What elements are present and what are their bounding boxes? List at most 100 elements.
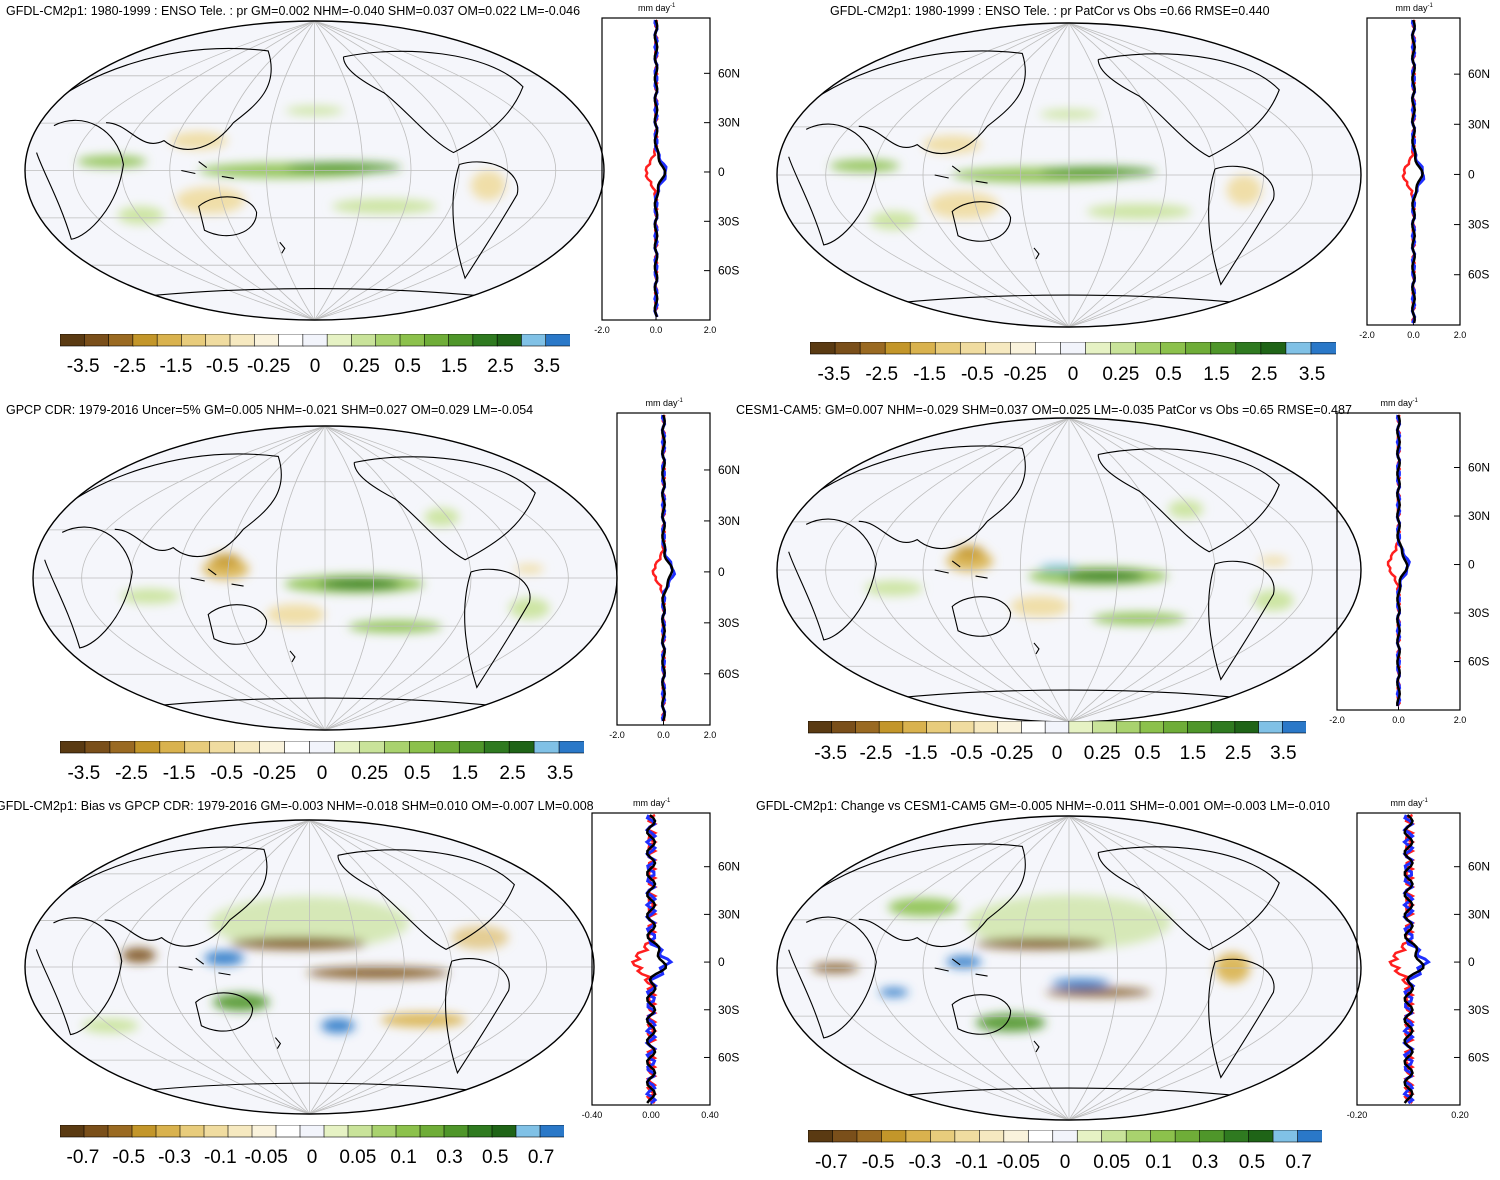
colorbar-swatch — [131, 1125, 157, 1138]
colorbar-swatch — [359, 741, 386, 754]
colorbar-swatch — [1185, 342, 1212, 355]
lat-label: 30N — [1468, 117, 1490, 131]
colorbar-tick-label: -3.5 — [814, 743, 847, 764]
anomaly-field — [380, 1012, 466, 1028]
colorbar-swatch — [1281, 721, 1306, 734]
colorbar-swatch — [881, 1130, 907, 1143]
unit-label: mm day — [633, 798, 666, 808]
colorbar-swatch — [1272, 1130, 1299, 1143]
anomaly-field — [285, 162, 402, 173]
colorbar-tick-label: -0.5 — [210, 763, 244, 784]
colorbar-swatch — [954, 1130, 981, 1143]
colorbar-tick-label: 1.5 — [451, 763, 479, 784]
colorbar-tick-label: 0 — [1067, 364, 1079, 385]
anomaly-field — [319, 578, 401, 590]
anomaly-field — [1010, 595, 1069, 618]
colorbar-tick-label: -3.5 — [67, 763, 101, 784]
colorbar-tick-label: -0.5 — [950, 743, 983, 764]
colorbar-swatch — [1027, 1130, 1054, 1143]
colorbar-swatch — [205, 334, 231, 347]
zonal-mean-profile: mm day -1 60N 30N 0 30S 60S -2.0 0.0 2.0 — [1359, 3, 1490, 340]
lat-label: 0 — [1468, 955, 1475, 969]
colorbar-swatch — [448, 334, 474, 347]
colorbar-tick-label: 0.25 — [351, 763, 389, 784]
colorbar-swatch — [399, 334, 426, 347]
colorbar-tick-label: 2.5 — [1251, 364, 1278, 385]
colorbar-swatch — [1085, 342, 1112, 355]
profile-xtick-label: -2.0 — [1359, 330, 1375, 340]
colorbar-swatch — [926, 721, 952, 734]
anomaly-field — [1045, 987, 1151, 997]
colorbar-swatch — [109, 741, 136, 754]
colorbar-swatch — [1248, 1130, 1274, 1143]
colorbar-tick-label: 0.05 — [1093, 1152, 1131, 1173]
colorbar-swatch — [545, 334, 570, 347]
colorbar-swatch — [1297, 1130, 1322, 1143]
anomaly-field — [204, 950, 245, 966]
lat-label: 60S — [718, 667, 739, 681]
profile-curve — [645, 814, 668, 1104]
profile-curve — [1411, 19, 1424, 324]
zonal-mean-profile: mm day -1 60N 30N 0 30S 60S -2.0 0.0 2.0 — [1329, 398, 1490, 725]
colorbar-strip — [60, 334, 570, 347]
colorbar-tick-label: -2.5 — [113, 356, 146, 377]
panel-4: CESM1-CAM5: GM=0.007 NHM=-0.029 SHM=0.03… — [736, 395, 1500, 785]
colorbar-swatch — [1115, 721, 1141, 734]
map-outline — [24, 20, 605, 321]
lat-label: 30S — [1468, 218, 1489, 232]
colorbar-tick-label: 0.5 — [1134, 743, 1161, 764]
anomaly-field — [266, 603, 325, 626]
colorbar-swatch — [371, 1125, 397, 1138]
colorbar-swatch — [60, 334, 86, 347]
colorbar: -3.5 -2.5 -1.5 -0.5 -0.25 0 0.25 0.5 1.5 2.5 3.5 — [60, 741, 584, 791]
anomaly-field — [229, 937, 367, 950]
unit-exponent: -1 — [1423, 798, 1429, 804]
anomaly-field — [514, 564, 544, 574]
colorbar-tick-label: -0.25 — [246, 356, 291, 377]
colorbar-tick-label: -0.5 — [861, 1152, 895, 1173]
colorbar-ticks: -3.5 -2.5 -1.5 -0.5 -0.25 0 0.25 0.5 1.5 2.5 3.5 — [810, 364, 1336, 388]
lat-label: 60S — [1468, 655, 1489, 669]
lat-label: 60S — [718, 264, 739, 278]
colorbar-tick-label: -0.3 — [908, 1152, 942, 1173]
colorbar-tick-label: 2.5 — [487, 356, 514, 377]
colorbar-swatch — [1199, 1130, 1225, 1143]
colorbar-swatch — [323, 1125, 349, 1138]
colorbar-tick-label: -0.1 — [955, 1152, 988, 1173]
anomaly-field — [211, 553, 241, 566]
colorbar-tick-label: -0.5 — [205, 356, 239, 377]
colorbar-swatch — [134, 741, 161, 754]
colorbar-swatch — [1163, 721, 1189, 734]
colorbar-swatch — [275, 1125, 301, 1138]
profile-xtick-label: 2.0 — [704, 325, 717, 335]
colorbar-swatch — [259, 741, 286, 754]
anomaly-field — [946, 550, 994, 572]
unit-exponent: -1 — [665, 798, 671, 804]
profile-xtick-label: -0.40 — [582, 1110, 603, 1120]
colorbar-tick-label: 3.5 — [546, 763, 574, 784]
profile-curve — [1402, 814, 1431, 1105]
colorbar-ticks: -3.5 -2.5 -1.5 -0.5 -0.25 0 0.25 0.5 1.5 2.5 3.5 — [60, 356, 570, 380]
lat-label: 0 — [718, 165, 725, 179]
anomaly-field — [117, 206, 164, 225]
colorbar-tick-label: 1.5 — [1203, 364, 1230, 385]
colorbar-swatch — [184, 741, 211, 754]
zonal-mean-profile: mm day -1 60N 30N 0 30S 60S -0.20 0.20 — [1347, 798, 1490, 1120]
colorbar-swatch — [834, 342, 861, 355]
colorbar-swatch — [831, 721, 857, 734]
colorbar-swatch — [375, 334, 401, 347]
profile-xtick-label: -0.20 — [1347, 1110, 1368, 1120]
colorbar: -3.5 -2.5 -1.5 -0.5 -0.25 0 0.25 0.5 1.5 2.5 3.5 — [808, 721, 1306, 771]
anomaly-field — [121, 947, 156, 963]
profile-xtick-label: 0.00 — [642, 1110, 660, 1120]
colorbar-tick-label: 2.5 — [1224, 743, 1252, 764]
colorbar-tick-label: 0.7 — [527, 1147, 555, 1168]
lat-label: 30N — [1468, 907, 1490, 921]
lat-label: 30N — [1468, 509, 1490, 523]
colorbar-swatch — [1210, 342, 1237, 355]
colorbar-swatch — [1052, 1130, 1079, 1143]
colorbar: -0.7 -0.5 -0.3 -0.1 -0.05 0 0.05 0.1 0.3 0.5 0.7 — [808, 1130, 1322, 1180]
panel-5: GFDL-CM2p1: Bias vs GPCP CDR: 1979-2016 … — [0, 795, 750, 1168]
anomaly-field — [306, 967, 449, 979]
profile-curve — [644, 814, 674, 1105]
